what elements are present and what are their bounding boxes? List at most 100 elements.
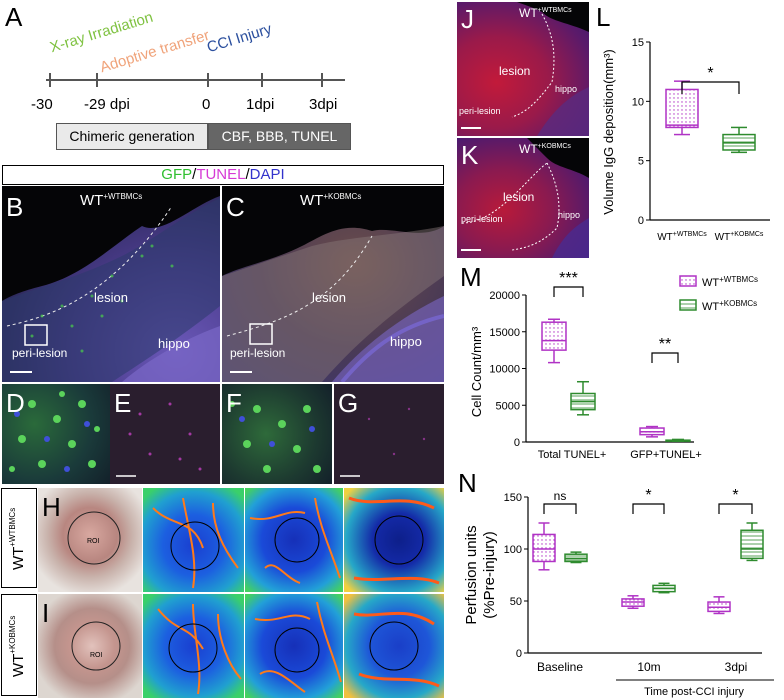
panel-letter-b: B — [6, 192, 24, 222]
stain-dapi: DAPI — [249, 166, 285, 183]
micrograph-k: K WT+KOBMCs lesion peri-lesion hippo — [457, 138, 589, 258]
n-0-sig: ns — [554, 489, 567, 503]
photo-i: I ROI — [38, 594, 142, 698]
n-group-2: 3dpi — [725, 660, 748, 674]
c-hippo: hippo — [390, 334, 422, 349]
m-legend-swatch-0 — [679, 275, 697, 287]
n-ytick-label-1: 50 — [510, 596, 522, 608]
i-side-sup: +KOBMCs — [8, 615, 17, 654]
k-lesion: lesion — [503, 190, 535, 204]
panel-letter-l: L — [596, 2, 611, 32]
l-xlabel-1: WT+KOBMCs — [715, 231, 764, 243]
chart-m: 0 5000 10000 15000 20000 Cell Count/mm³ Total … — [469, 270, 758, 461]
panel-letter-i: I — [42, 598, 50, 628]
n-box-2 — [621, 595, 645, 610]
k-wt: WT — [519, 142, 538, 156]
l-ytick-label-0: 0 — [638, 215, 644, 227]
m-0-bracket — [553, 286, 584, 297]
n-1-bracket — [632, 503, 665, 514]
n-box-0 — [532, 522, 556, 571]
micrograph-j: J WT+WTBMCs lesion peri-lesion hippo — [457, 2, 589, 136]
cci-label: CCI Injury — [205, 20, 274, 57]
n-0-bracket — [543, 503, 577, 514]
j-lesion: lesion — [499, 64, 531, 78]
c-sup: +KOBMCs — [323, 192, 362, 201]
l-box-0-box — [665, 88, 699, 129]
j-condition: WT+WTBMCs — [519, 6, 572, 20]
l-xlabel-0: WT+WTBMCs — [657, 231, 707, 243]
panel-letter-j: J — [461, 4, 474, 34]
m-group-1: GFP+TUNEL+ — [630, 449, 702, 461]
m-1-bracket — [651, 352, 679, 363]
n-group-0: Baseline — [537, 660, 583, 674]
j-wt: WT — [519, 6, 538, 20]
photo-h: H ROI — [38, 488, 142, 592]
panel-letter-c: C — [226, 192, 245, 222]
k-peri: peri-lesion — [461, 214, 503, 224]
n-ytick-label-3: 150 — [504, 492, 522, 504]
micrograph-e: E — [110, 384, 220, 484]
cbf-box: CBF, BBB, TUNEL — [208, 123, 351, 150]
l-ytick-label-3: 15 — [632, 37, 644, 49]
lsci-i-baseline — [143, 594, 244, 698]
m-1-sig: ** — [659, 336, 671, 353]
m-box-2 — [639, 425, 665, 438]
stain-slash2: / — [245, 166, 250, 183]
n-2-bracket — [718, 503, 753, 514]
panel-letter-e: E — [114, 388, 132, 418]
l-ytick-label-2: 10 — [632, 96, 644, 108]
n-box-5 — [740, 522, 764, 562]
chimeric-box: Chimeric generation — [56, 123, 208, 150]
j-sup: +WTBMCs — [537, 7, 572, 14]
i-side-box: WT+KOBMCs — [1, 594, 37, 696]
n-2-sig: * — [732, 487, 738, 504]
l-box-0 — [665, 80, 699, 136]
l-ylabel: Volume IgG deposition(mm³) — [601, 49, 616, 214]
n-xlabel: Time post-CCI injury — [644, 686, 744, 698]
stain-tunel: TUNEL — [196, 166, 246, 183]
tick-1dpi: 1dpi — [246, 96, 275, 113]
b-condition: WT+WTBMCs — [80, 192, 142, 209]
m-ytick-label-1: 5000 — [496, 400, 520, 412]
n-box-4 — [707, 596, 731, 615]
lsci-i-3dpi — [344, 594, 444, 698]
panel-letter-m: M — [460, 262, 482, 292]
n-box-5-box — [740, 529, 764, 560]
k-sup: +KOBMCs — [537, 143, 571, 150]
h-side-sup: +WTBMCs — [8, 507, 17, 547]
tick-0: 0 — [202, 96, 211, 113]
i-side-wt: WT — [10, 653, 27, 677]
lsci-h-baseline — [143, 488, 244, 592]
n-ylabel-1: Perfusion units — [463, 525, 480, 624]
l-bracket — [681, 81, 740, 94]
h-roi: ROI — [87, 538, 100, 545]
n-box-0-box — [532, 533, 556, 563]
l-ytick-label-1: 5 — [638, 156, 644, 168]
n-ytick-label-2: 100 — [504, 544, 522, 556]
b-sup: +WTBMCs — [103, 192, 143, 201]
stain-slash1: / — [192, 166, 197, 183]
chart-l: 0 5 10 15 Volume IgG deposition(mm³) WT+WTBMC… — [601, 37, 770, 243]
n-ytick-label-0: 0 — [516, 648, 522, 660]
n-ylabel-2: (%Pre-injury) — [481, 531, 498, 619]
chart-n: 0 50 100 150 Perfusion units (%Pre-injury) Bas… — [463, 487, 774, 698]
k-condition: WT+KOBMCs — [519, 142, 571, 156]
micrograph-f: F — [222, 384, 332, 484]
b-lesion: lesion — [94, 290, 128, 305]
panel-letter-h: H — [42, 492, 61, 522]
tick-3dpi: 3dpi — [309, 96, 338, 113]
c-condition: WT+KOBMCs — [300, 192, 361, 209]
n-group-1: 10m — [637, 660, 660, 674]
m-box-0-box — [541, 321, 567, 351]
m-box-1 — [570, 380, 596, 416]
stain-header: GFP/TUNEL/DAPI — [2, 165, 444, 185]
j-hippo: hippo — [555, 84, 578, 94]
tick-minus30: -30 — [31, 96, 53, 113]
l-sig: * — [707, 65, 713, 82]
m-ytick-label-0: 0 — [514, 437, 520, 449]
b-hippo: hippo — [158, 336, 190, 351]
panel-letter-d: D — [6, 388, 25, 418]
m-ylabel: Cell Count/mm³ — [469, 326, 484, 417]
m-legend-swatch-1 — [679, 299, 697, 311]
c-wt: WT — [300, 192, 324, 209]
